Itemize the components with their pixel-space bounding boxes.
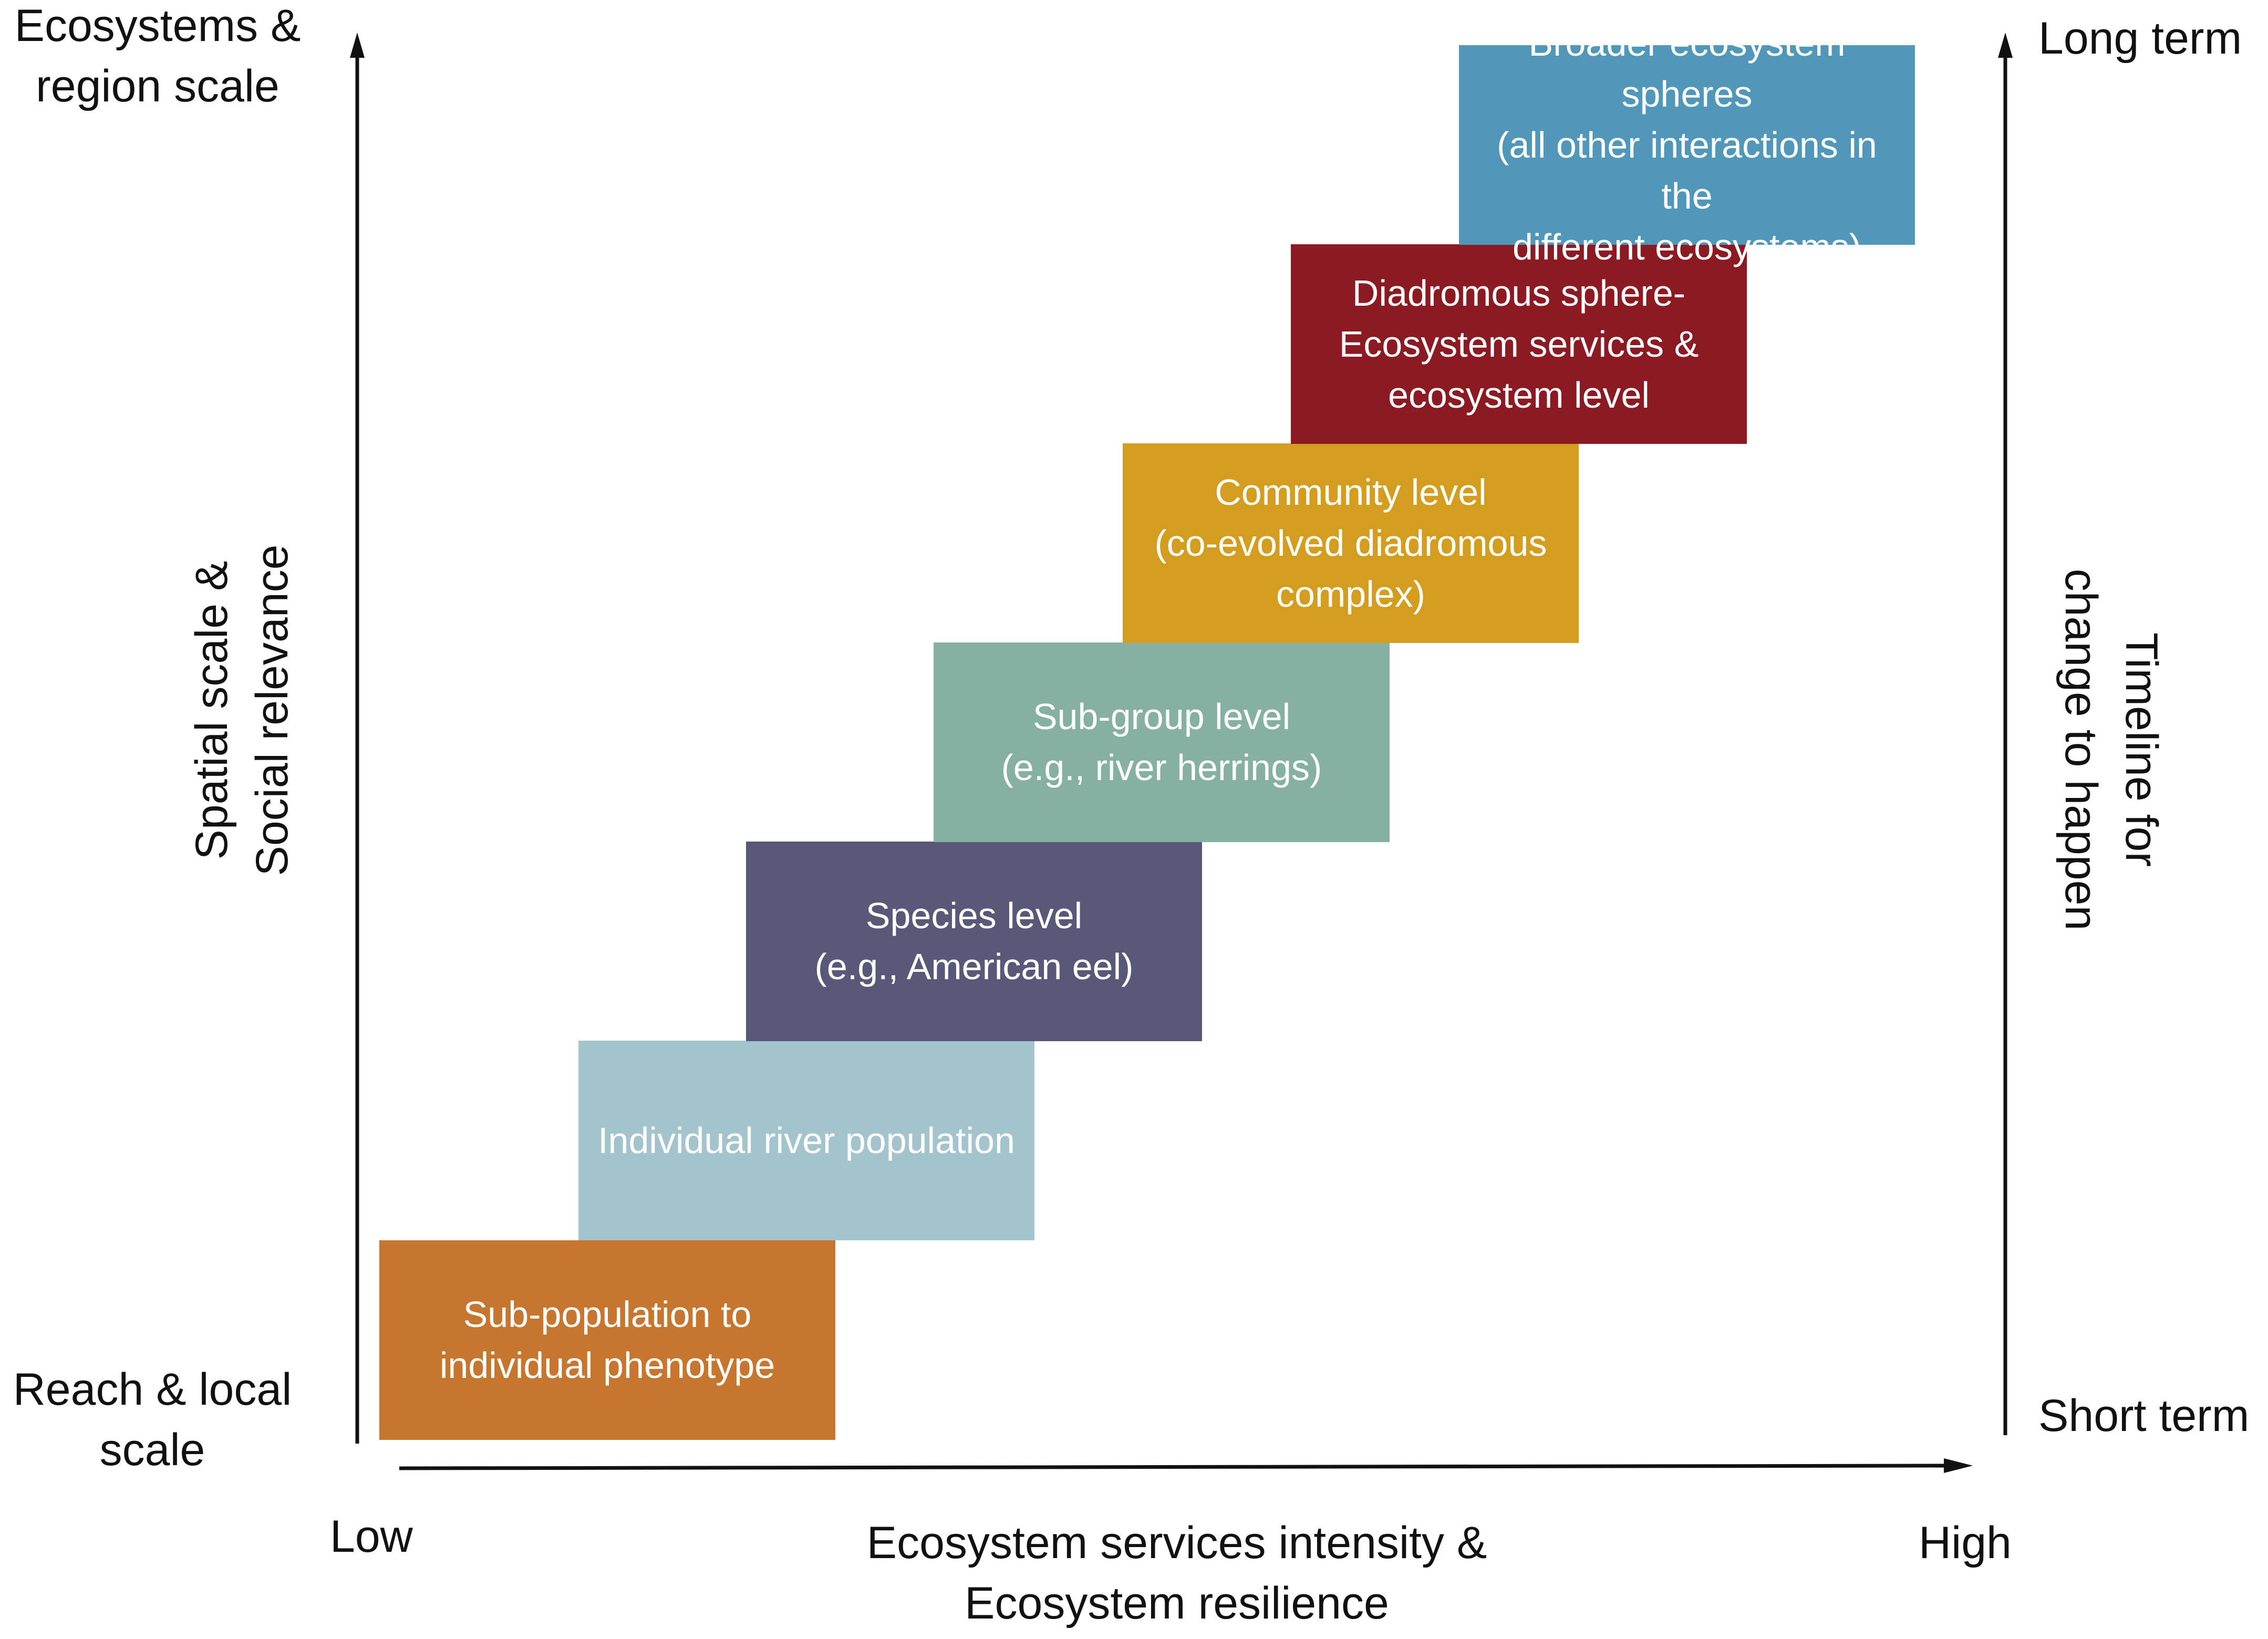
level-box-sub-population: Sub-population to individual phenotype — [379, 1240, 835, 1440]
right-axis-bottom-label: Short term — [2038, 1391, 2250, 1441]
left-axis-top-label: Ecosystems & region scale — [14, 1, 301, 111]
right-vertical-axis — [1998, 33, 2013, 1435]
left-axis-bottom-label: Reach & local scale — [13, 1364, 292, 1475]
left-axis-title: Spatial scale & Social relevance — [187, 544, 297, 876]
level-box-diadromous-sphere: Diadromous sphere- Ecosystem services & … — [1291, 244, 1747, 444]
level-box-species: Species level (e.g., American eel) — [746, 842, 1202, 1041]
horizontal-axis — [399, 1458, 1973, 1473]
right-axis-title: Timeline for change to happen — [2056, 568, 2167, 931]
level-box-community: Community level (co-evolved diadromous c… — [1123, 443, 1579, 643]
bottom-axis-high-label: High — [1919, 1518, 2012, 1568]
level-box-river-population: Individual river population — [578, 1041, 1034, 1240]
bottom-axis-title: Ecosystem services intensity & Ecosystem… — [866, 1518, 1487, 1628]
left-vertical-axis — [350, 33, 365, 1444]
level-box-broader-ecosystem: Broader ecosystem spheres (all other int… — [1459, 23, 1915, 267]
bottom-axis-low-label: Low — [330, 1511, 413, 1562]
right-axis-top-label: Long term — [2038, 13, 2242, 64]
level-box-sub-group: Sub-group level (e.g., river herrings) — [934, 642, 1390, 842]
